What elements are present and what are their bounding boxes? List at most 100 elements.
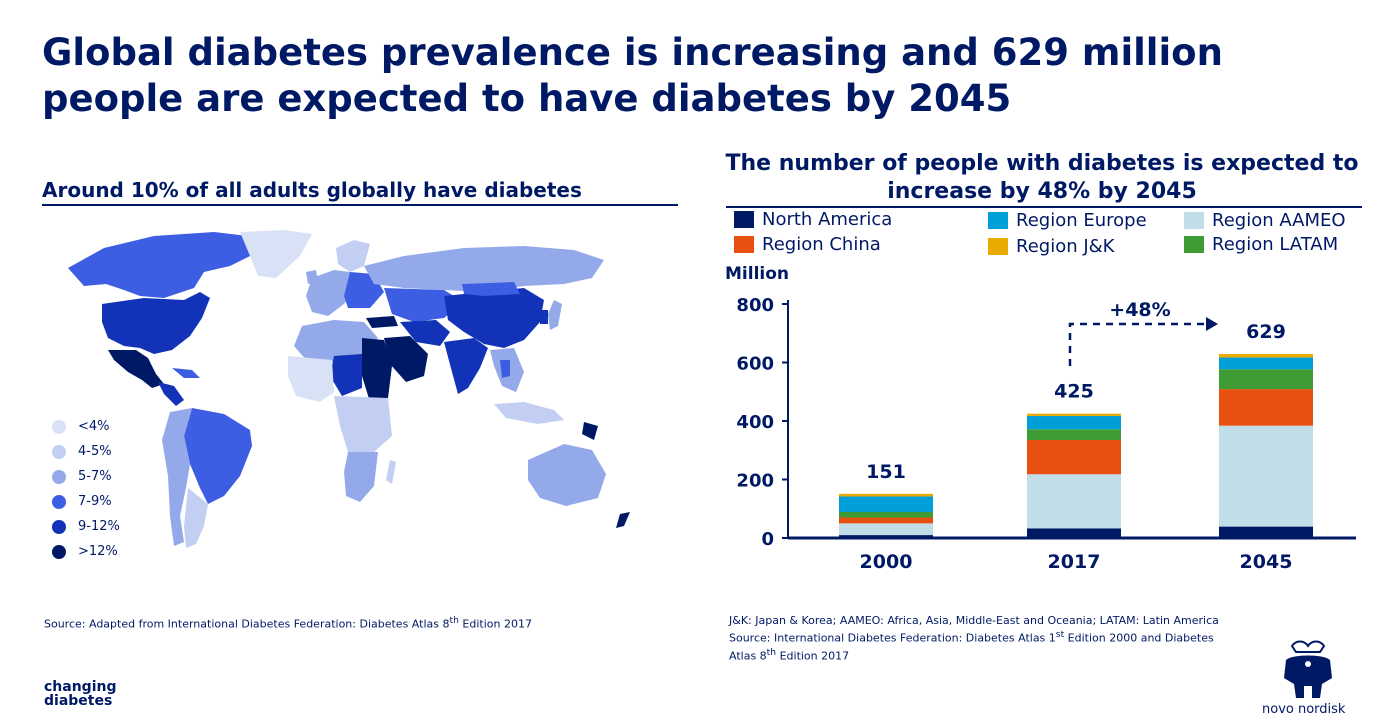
- map-legend-label: 4-5%: [78, 444, 112, 459]
- chart-legend-item: Region China: [734, 234, 881, 255]
- map-central-america: [158, 382, 184, 406]
- apis-bull-icon: [1284, 640, 1332, 698]
- bar-segment: [1027, 416, 1121, 430]
- footnote-text: Atlas 8: [729, 649, 767, 663]
- bar-segment: [1219, 425, 1313, 527]
- bar-segment: [839, 493, 933, 497]
- growth-annotation-label: +48%: [1109, 299, 1170, 321]
- footnote-text: Edition 2017: [458, 617, 532, 631]
- legend-dot-icon: [52, 419, 66, 434]
- footnote-text: Source: International Diabetes Federatio…: [729, 631, 1056, 645]
- map-legend-item: 7-9%: [52, 489, 120, 514]
- novo-nordisk-logo: novo nordisk: [1262, 640, 1362, 718]
- map-legend-label: 9-12%: [78, 519, 120, 534]
- chart-legend-label: Region LATAM: [1212, 234, 1339, 255]
- bar-segment: [1027, 440, 1121, 475]
- y-tick-label: 400: [736, 412, 774, 433]
- x-tick-label: 2017: [1048, 551, 1101, 573]
- footnote-line: Atlas 8th Edition 2017: [729, 646, 1289, 664]
- map-korea: [540, 310, 548, 324]
- bar-segment: [839, 496, 933, 512]
- map-sahel: [330, 354, 362, 396]
- chart-legend-label: Region Europe: [1016, 210, 1147, 231]
- map-china: [444, 288, 544, 348]
- map-central-africa: [334, 396, 392, 452]
- map-russia: [364, 246, 604, 292]
- map-legend: <4% 4-5% 5-7% 7-9% 9-12% >12%: [52, 414, 120, 564]
- legend-dot-icon: [52, 494, 66, 509]
- right-source-footnote: J&K: Japan & Korea; AAMEO: Africa, Asia,…: [729, 614, 1289, 663]
- footnote-sup: th: [766, 646, 777, 658]
- map-egypt-sudan: [362, 338, 392, 402]
- bar-segment: [839, 535, 933, 538]
- chart-legend-item: Region J&K: [988, 236, 1115, 257]
- map-mongolia: [462, 282, 520, 296]
- footnote-sup: th: [449, 615, 459, 626]
- legend-dot-icon: [52, 519, 66, 534]
- legend-dot-icon: [52, 444, 66, 459]
- y-tick-label: 800: [736, 295, 774, 316]
- legend-swatch-icon: [734, 211, 754, 228]
- map-uk: [306, 270, 318, 284]
- legend-swatch-icon: [1184, 236, 1204, 253]
- slide-title: Global diabetes prevalence is increasing…: [42, 31, 1223, 120]
- footnote-line: Source: International Diabetes Federatio…: [729, 628, 1289, 646]
- chart-legend: North America Region Europe Region AAMEO…: [734, 209, 1374, 259]
- chart-legend-item: North America: [734, 209, 892, 230]
- world-map: [68, 230, 630, 548]
- x-tick-label: 2045: [1240, 551, 1293, 573]
- map-indonesia: [494, 402, 564, 424]
- map-iran: [400, 320, 450, 346]
- bar-total-label: 425: [1054, 381, 1094, 403]
- y-tick-label: 200: [736, 471, 774, 492]
- logo-text: diabetes: [44, 693, 113, 709]
- footnote-text: Source: Adapted from International Diabe…: [44, 617, 450, 631]
- map-andes: [162, 408, 192, 546]
- map-thailand: [500, 360, 510, 378]
- logo-text: novo nordisk: [1262, 702, 1346, 717]
- y-tick-label: 600: [736, 354, 774, 375]
- legend-swatch-icon: [988, 238, 1008, 255]
- map-west-africa: [288, 356, 334, 402]
- legend-dot-icon: [52, 469, 66, 484]
- map-australia: [528, 444, 606, 506]
- map-usa: [102, 292, 210, 354]
- map-turkey: [366, 316, 398, 328]
- map-brazil: [184, 408, 252, 504]
- y-axis-label: Million: [725, 264, 790, 284]
- footnote-text: Edition 2000 and Diabetes: [1064, 631, 1214, 645]
- map-legend-label: 5-7%: [78, 469, 112, 484]
- map-legend-item: <4%: [52, 414, 120, 439]
- bar-segment: [839, 517, 933, 524]
- map-arabia: [384, 336, 428, 382]
- map-legend-label: <4%: [78, 419, 110, 434]
- bar-segment: [839, 523, 933, 536]
- bar-total-label: 151: [866, 461, 906, 483]
- bar-segment: [1219, 369, 1313, 390]
- bar-segment: [1219, 354, 1313, 358]
- map-western-europe: [306, 270, 356, 316]
- legend-dot-icon: [52, 544, 66, 559]
- bar-segment: [1027, 528, 1121, 538]
- map-india: [444, 338, 488, 394]
- map-mexico: [108, 350, 164, 388]
- map-north-africa: [294, 320, 378, 362]
- map-southern-africa: [344, 452, 378, 502]
- bar-segment: [1027, 474, 1121, 529]
- map-legend-item: 4-5%: [52, 439, 120, 464]
- map-canada: [68, 232, 264, 298]
- left-source-footnote: Source: Adapted from International Diabe…: [44, 614, 532, 632]
- right-subtitle-rule: [726, 206, 1362, 208]
- map-legend-item: 9-12%: [52, 514, 120, 539]
- legend-swatch-icon: [734, 236, 754, 253]
- bar-segment: [1027, 413, 1121, 417]
- arrow-head-icon: [1206, 317, 1218, 331]
- map-argentina: [184, 488, 208, 548]
- bar-segment: [1219, 526, 1313, 538]
- map-legend-item: 5-7%: [52, 464, 120, 489]
- map-central-asia: [384, 288, 464, 322]
- chart-legend-label: Region China: [762, 234, 881, 255]
- logo-text: changing: [44, 679, 117, 695]
- stacked-bar-chart: 0 200 400 600 800 2000 151 2017 425 2045 629 +48%: [736, 295, 1356, 573]
- bar-segment: [1219, 389, 1313, 426]
